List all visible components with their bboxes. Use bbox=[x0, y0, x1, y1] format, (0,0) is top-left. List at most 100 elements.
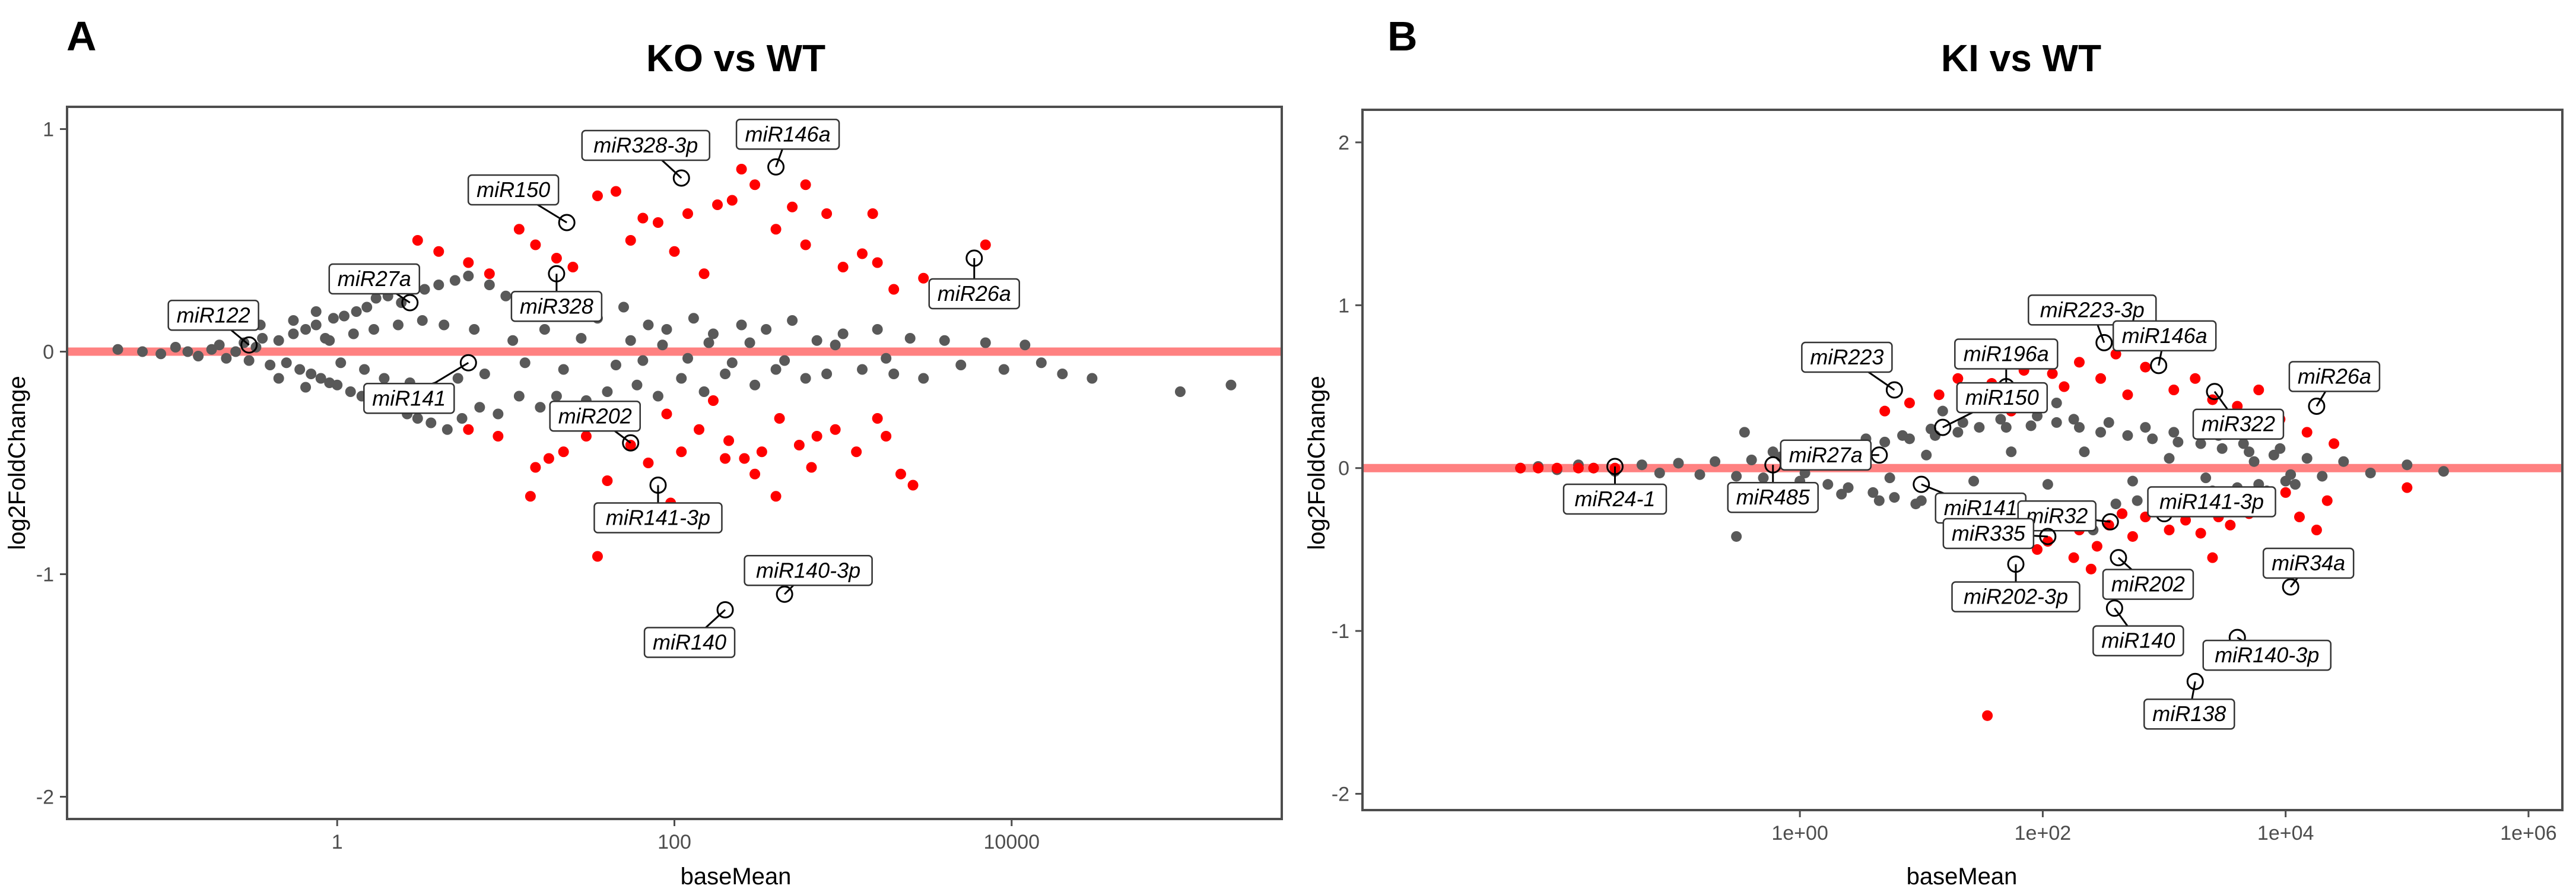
point-nonsig-a bbox=[1087, 373, 1098, 384]
point-sig-a bbox=[907, 480, 919, 491]
point-sig-b bbox=[1573, 462, 1584, 474]
plot-area-a: 1 100 10000 -2 -1 0 1 miR122 miR27a miR141 miR150 m… bbox=[36, 119, 1281, 853]
point-sig-a bbox=[811, 431, 822, 442]
point-nonsig-b bbox=[2132, 495, 2143, 506]
point-nonsig-b bbox=[1925, 423, 1936, 434]
point-nonsig-a bbox=[811, 335, 822, 346]
point-sig-b bbox=[2311, 525, 2322, 535]
point-sig-a bbox=[551, 253, 562, 264]
label-marker-b bbox=[2095, 334, 2113, 351]
label-marker-b bbox=[2186, 672, 2204, 690]
point-nonsig-a bbox=[310, 319, 322, 331]
y-tick-label-b: -1 bbox=[1332, 620, 1349, 643]
panel-letter-b: B bbox=[1387, 13, 1418, 59]
point-nonsig-a bbox=[206, 344, 217, 355]
point-sig-a bbox=[643, 458, 654, 468]
label-mir202: miR202 bbox=[558, 404, 632, 428]
point-nonsig-b bbox=[1836, 488, 1847, 500]
point-nonsig-a bbox=[1225, 379, 1237, 391]
point-nonsig-a bbox=[338, 310, 350, 322]
point-nonsig-b bbox=[2317, 471, 2328, 482]
point-sig-a bbox=[723, 435, 735, 446]
label-mir202-3p: miR202-3p bbox=[1964, 585, 2068, 609]
point-sig-a bbox=[580, 431, 592, 442]
label-marker-b bbox=[2282, 578, 2299, 596]
chart-title-b: KI vs WT bbox=[1941, 37, 2101, 80]
point-nonsig-a bbox=[904, 333, 916, 344]
point-sig-b bbox=[2253, 385, 2264, 395]
point-sig-a bbox=[726, 195, 738, 206]
label-box-b bbox=[2102, 569, 2194, 600]
point-nonsig-a bbox=[657, 339, 668, 351]
point-nonsig-a bbox=[351, 306, 362, 317]
point-sig-a bbox=[888, 284, 900, 295]
point-nonsig-b bbox=[1673, 458, 1684, 469]
point-nonsig-b bbox=[2172, 436, 2184, 447]
point-nonsig-b bbox=[1884, 472, 1895, 484]
point-nonsig-a bbox=[449, 275, 460, 286]
point-sig-a bbox=[513, 224, 525, 235]
point-nonsig-b bbox=[1910, 499, 1921, 510]
point-sig-b bbox=[1952, 373, 1964, 384]
point-nonsig-b bbox=[1889, 492, 1900, 503]
label-marker-a bbox=[240, 336, 258, 354]
x-axis-label-b: baseMean bbox=[1907, 864, 2018, 890]
label-box-b bbox=[2112, 320, 2217, 352]
point-nonsig-b bbox=[1995, 414, 2006, 425]
point-sig-a bbox=[749, 468, 761, 480]
point-sig-b bbox=[2122, 389, 2133, 401]
point-nonsig-a bbox=[576, 333, 587, 344]
y-tick-label-b: 1 bbox=[1338, 294, 1349, 317]
x-tick-label-a: 1 bbox=[332, 831, 343, 853]
plot-area-b: 1e+00 1e+02 1e+04 1e+06 -2 -1 0 1 2 miR24-1 miR485… bbox=[1332, 132, 2561, 845]
point-nonsig-b bbox=[1968, 475, 1980, 487]
point-nonsig-a bbox=[749, 379, 761, 391]
y-axis-label-b: log2FoldChange bbox=[1304, 376, 1330, 550]
y-tick-label-a: -1 bbox=[36, 564, 54, 586]
point-sig-a bbox=[712, 199, 723, 210]
x-tick-label-b: 1e+00 bbox=[1771, 822, 1828, 845]
label-box-a bbox=[928, 278, 1020, 310]
point-nonsig-b bbox=[2244, 446, 2255, 458]
label-box-b bbox=[2092, 625, 2184, 656]
y-tick-label-b: -2 bbox=[1332, 783, 1349, 806]
point-nonsig-a bbox=[281, 357, 292, 369]
label-mir223-3p: miR223-3p bbox=[2040, 297, 2145, 322]
point-nonsig-a bbox=[257, 333, 268, 344]
point-nonsig-b bbox=[2285, 469, 2297, 480]
point-nonsig-a bbox=[112, 344, 123, 355]
point-sig-a bbox=[558, 446, 569, 458]
label-marker-a bbox=[672, 169, 690, 187]
point-nonsig-a bbox=[379, 373, 390, 384]
point-sig-b bbox=[2140, 361, 2151, 373]
label-mir141: miR141 bbox=[372, 386, 446, 410]
point-nonsig-a bbox=[652, 391, 663, 402]
point-sig-b bbox=[2068, 552, 2079, 563]
label-box-a bbox=[581, 129, 711, 161]
point-sig-a bbox=[806, 462, 817, 473]
point-nonsig-a bbox=[707, 328, 719, 339]
point-nonsig-a bbox=[513, 391, 525, 402]
point-nonsig-b bbox=[2110, 499, 2121, 510]
point-nonsig-a bbox=[425, 417, 437, 428]
label-box-a bbox=[467, 174, 560, 206]
point-nonsig-a bbox=[720, 369, 731, 379]
point-sig-a bbox=[682, 208, 693, 219]
point-nonsig-a bbox=[1036, 357, 1047, 369]
x-axis-label-a: baseMean bbox=[681, 864, 792, 890]
point-nonsig-a bbox=[193, 351, 204, 361]
point-nonsig-b bbox=[2006, 446, 2017, 458]
point-nonsig-a bbox=[821, 369, 833, 379]
point-nonsig-a bbox=[1174, 386, 1186, 397]
y-tick-label-a: -2 bbox=[36, 786, 54, 809]
point-nonsig-b bbox=[2032, 410, 2043, 421]
point-nonsig-a bbox=[744, 337, 755, 348]
point-nonsig-a bbox=[441, 424, 453, 435]
label-box-b bbox=[1727, 481, 1819, 513]
point-nonsig-b bbox=[2051, 397, 2062, 408]
panel-a: A KO vs WT 1 100 10000 -2 -1 0 1 miR122 miR27a mi… bbox=[4, 13, 1283, 890]
label-mir141: miR141 bbox=[1944, 496, 2018, 520]
point-nonsig-b bbox=[2068, 414, 2079, 425]
point-nonsig-a bbox=[469, 324, 480, 335]
label-mir146a: miR146a bbox=[2122, 323, 2207, 348]
